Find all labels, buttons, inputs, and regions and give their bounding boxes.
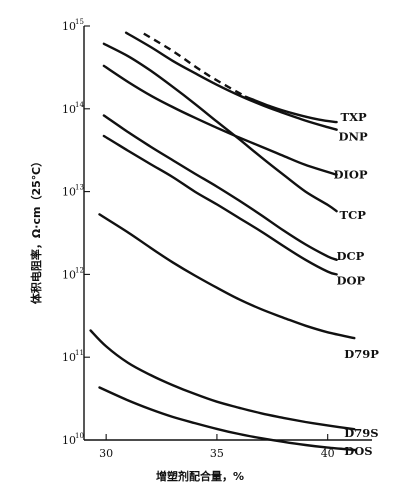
- series-line-txp: [244, 95, 338, 124]
- y-tick-label-1: 10: [62, 351, 76, 364]
- x-tick-label-2: 40: [321, 447, 335, 460]
- y-axis-title: 体积电阻率，Ω·cm（25℃）: [29, 156, 43, 304]
- y-tick-exp-3: 13: [75, 184, 84, 192]
- series-label-d79s: D79S: [344, 426, 378, 440]
- series-label-dos: DOS: [344, 444, 372, 458]
- series-line-txp-dashed: [143, 32, 247, 98]
- x-tick-label-0: 30: [99, 447, 113, 460]
- series-label-d79p: D79P: [344, 347, 379, 361]
- series-line-d79s: [89, 329, 356, 431]
- y-tick-exp-2: 12: [75, 266, 84, 274]
- y-tick-exp-0: 10: [75, 432, 84, 440]
- series-label-dop: DOP: [337, 273, 366, 287]
- y-tick-label-2: 10: [62, 268, 76, 281]
- y-tick-label-5: 10: [62, 20, 76, 33]
- y-tick-exp-4: 14: [75, 101, 84, 109]
- series-line-dos: [98, 386, 356, 452]
- series-line-diop: [102, 64, 338, 176]
- x-axis-title: 增塑剂配合量，%: [156, 469, 244, 483]
- series-label-tcp: TCP: [340, 208, 367, 222]
- series-line-tcp: [102, 42, 338, 213]
- series-label-diop: DIOP: [334, 168, 368, 182]
- series-line-d79p: [98, 213, 356, 340]
- y-tick-exp-1: 11: [75, 349, 84, 357]
- series-label-dnp: DNP: [339, 130, 368, 144]
- series-line-dop: [102, 134, 338, 276]
- y-tick-label-0: 10: [62, 434, 76, 447]
- y-tick-label-3: 10: [62, 186, 76, 199]
- series-line-dnp: [124, 31, 338, 131]
- y-tick-exp-5: 15: [75, 18, 84, 26]
- series-label-dcp: DCP: [337, 249, 365, 263]
- series-line-dcp: [102, 114, 338, 261]
- series-label-txp: TXP: [341, 110, 367, 124]
- x-tick-label-1: 35: [210, 447, 224, 460]
- y-tick-label-4: 10: [62, 103, 76, 116]
